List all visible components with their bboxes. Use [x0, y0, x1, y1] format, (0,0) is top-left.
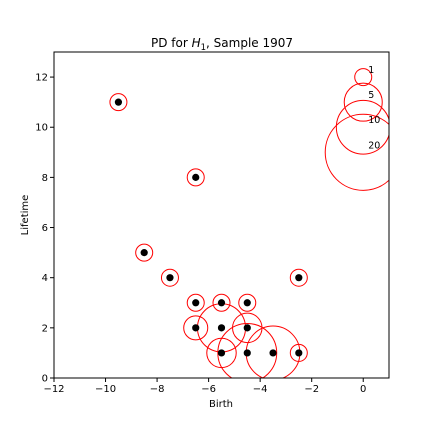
data-point [269, 349, 276, 356]
x-tick-label: −2 [304, 384, 319, 395]
data-point [218, 299, 225, 306]
y-tick-label: 8 [42, 173, 48, 184]
legend-label: 5 [368, 90, 374, 101]
plot-area: 1 5 10 20 −12 −10 −8 −6 −4 −2 0 0 2 4 6 8 10 12 [35, 52, 401, 395]
data-point [218, 349, 225, 356]
data-point [192, 174, 199, 181]
data-point [192, 299, 199, 306]
y-tick-label: 0 [42, 374, 48, 385]
data-point [166, 274, 173, 281]
data-point [192, 324, 199, 331]
data-point [244, 324, 251, 331]
legend-label: 20 [368, 140, 380, 151]
legend-label: 1 [368, 65, 374, 76]
data-point [295, 274, 302, 281]
chart-title: PD for H1, Sample 1907 [151, 36, 293, 53]
y-tick-label: 6 [42, 223, 48, 234]
y-tick-label: 10 [35, 123, 48, 134]
data-point [295, 349, 302, 356]
x-tick-label: −8 [150, 384, 165, 395]
y-tick-label: 2 [42, 323, 48, 334]
y-axis-label: Lifetime [20, 195, 31, 236]
plot-marks [110, 69, 401, 383]
y-tick-label: 12 [35, 73, 48, 84]
x-axis-label: Birth [209, 399, 233, 410]
data-point [244, 299, 251, 306]
x-tick-label: −10 [95, 384, 116, 395]
x-tick-label: −4 [253, 384, 268, 395]
x-tick-label: −12 [43, 384, 64, 395]
y-tick-label: 4 [42, 273, 48, 284]
x-tick-label: 0 [360, 384, 366, 395]
data-point [244, 349, 251, 356]
data-point [218, 324, 225, 331]
legend-label: 10 [368, 115, 380, 126]
legend-circle [336, 100, 390, 154]
legend-circle [325, 114, 401, 190]
data-point [141, 249, 148, 256]
x-tick-label: −6 [201, 384, 216, 395]
data-point [115, 99, 122, 106]
